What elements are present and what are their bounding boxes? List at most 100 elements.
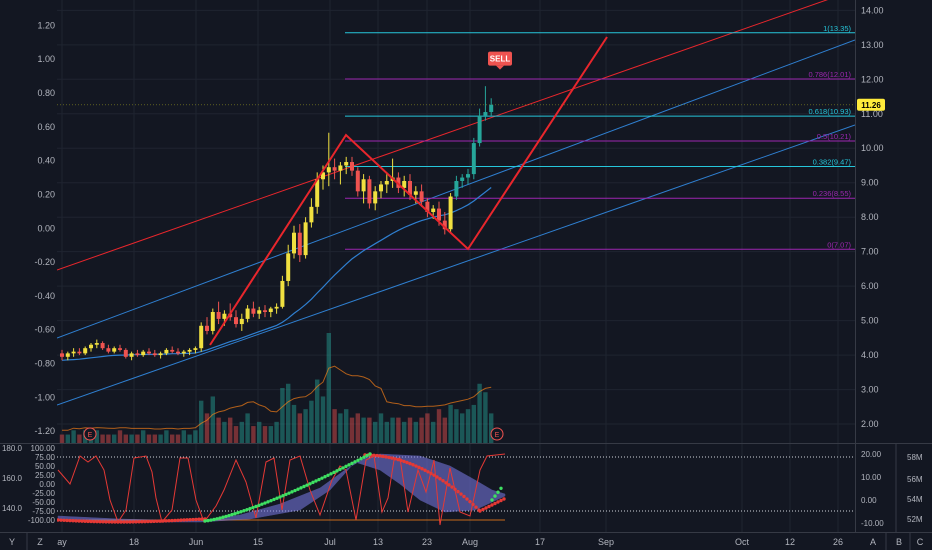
osc-left-axis-tick: 140.0	[2, 504, 23, 513]
x-axis-tick: Jul	[324, 537, 336, 547]
volume-bar	[77, 434, 82, 443]
signal-dot-green	[365, 453, 369, 458]
left-axis-tick: 0.80	[37, 88, 55, 98]
signal-dot-red	[399, 458, 403, 463]
volume-bar	[349, 417, 355, 443]
signal-dot-red	[496, 500, 500, 504]
candle-body	[147, 351, 151, 354]
left-axis-tick: -0.20	[34, 257, 55, 267]
candle-body	[94, 343, 99, 345]
volume-bar	[199, 400, 204, 443]
signal-dot-green	[233, 511, 237, 516]
candle-body	[164, 349, 169, 354]
signal-dot-green	[356, 458, 360, 462]
event-markers: SELL E E	[83, 51, 512, 441]
osc-volume-axis-tick: 58M	[907, 453, 923, 462]
right-axis-tick: 12.00	[861, 74, 884, 84]
volume-bar	[59, 434, 65, 443]
signal-dot-green	[332, 470, 336, 475]
candle-body	[448, 196, 453, 230]
signal-dot-red	[119, 520, 123, 524]
signal-dot-green	[323, 475, 327, 479]
signal-dot-green	[254, 504, 258, 509]
signal-dot-red	[459, 492, 463, 496]
volume-bar	[71, 430, 76, 443]
volume-bar	[373, 421, 378, 443]
osc-left-axis-tick: 180.0	[2, 444, 23, 453]
signal-dot-green	[287, 491, 291, 495]
volume-bar	[355, 413, 360, 443]
candle-body	[483, 112, 488, 116]
osc-inner-tick: -25.00	[32, 489, 55, 498]
osc-inner-tick: -50.00	[32, 498, 55, 507]
signal-dot-green	[284, 492, 288, 497]
signal-dot-green	[362, 455, 366, 459]
signal-dot-red	[438, 477, 442, 481]
signal-dot-green	[218, 516, 222, 520]
sell-signal-pointer	[496, 65, 504, 70]
left-axis-tick: 0.20	[37, 189, 55, 199]
right-axis-tick: 7.00	[861, 247, 879, 257]
candle-body	[65, 353, 70, 357]
signal-dot-red	[408, 461, 412, 466]
candle-body	[210, 311, 215, 331]
signal-dot-red	[372, 453, 376, 458]
signal-dot-green	[242, 509, 246, 513]
volume-bar	[378, 413, 384, 443]
volume-bar	[407, 417, 413, 443]
signal-dot-green	[496, 490, 500, 494]
volume-bar	[100, 434, 105, 443]
stochastic-line	[57, 453, 506, 526]
signal-dot-green	[344, 464, 348, 469]
signal-dot-green	[359, 457, 363, 461]
left-axis-tick: -1.00	[34, 392, 55, 402]
candle-body	[286, 253, 291, 281]
candle-body	[466, 174, 470, 178]
signal-dot-green	[269, 498, 273, 503]
candle-body	[408, 180, 412, 195]
volume-bar	[123, 434, 128, 443]
volume-bar	[419, 417, 424, 443]
signal-dot-red	[402, 459, 406, 464]
osc-left-axis-tick: 160.0	[2, 474, 23, 483]
volume-bar	[286, 383, 291, 443]
candle-body	[373, 191, 378, 204]
earnings-label: E	[495, 432, 500, 439]
candlesticks	[60, 86, 494, 361]
left-axis-tick: 1.20	[37, 20, 55, 30]
fib-level-label: 0(7.07)	[827, 240, 851, 249]
volume-bar	[297, 413, 302, 443]
x-axis-tick: Oct	[735, 537, 750, 547]
candle-body	[431, 208, 436, 213]
osc-inner-tick: 0.00	[39, 480, 55, 489]
signal-dot-green	[311, 480, 315, 485]
volume-bar	[228, 417, 233, 443]
candle-body	[118, 348, 122, 350]
signal-dot-green	[296, 487, 300, 491]
signal-dot-green	[203, 519, 207, 523]
left-axis-tick: -0.40	[34, 291, 55, 301]
left-axis-tick: 0.60	[37, 122, 55, 132]
volume-bar	[344, 409, 349, 443]
signal-dot-green	[490, 498, 494, 502]
candle-body	[129, 353, 134, 357]
sell-signal-label: SELL	[490, 55, 511, 64]
signal-dot-red	[487, 504, 491, 509]
x-axis-tick: 13	[373, 537, 383, 547]
volume-bar	[320, 396, 326, 443]
candle-body	[332, 167, 337, 171]
candle-body	[234, 317, 238, 325]
candle-body	[268, 308, 273, 312]
left-axis-tick: -0.80	[34, 359, 55, 369]
signal-dot-green	[308, 482, 312, 486]
candle-body	[315, 179, 320, 207]
signal-dot-red	[387, 455, 391, 460]
signal-dot-red	[128, 520, 132, 524]
volume-bar	[251, 426, 256, 443]
osc-inner-tick: -100.00	[28, 516, 56, 525]
signal-dot-green	[278, 495, 282, 499]
signal-dot-green	[314, 479, 318, 483]
signal-dot-red	[426, 470, 430, 474]
signal-dot-green	[227, 513, 231, 518]
